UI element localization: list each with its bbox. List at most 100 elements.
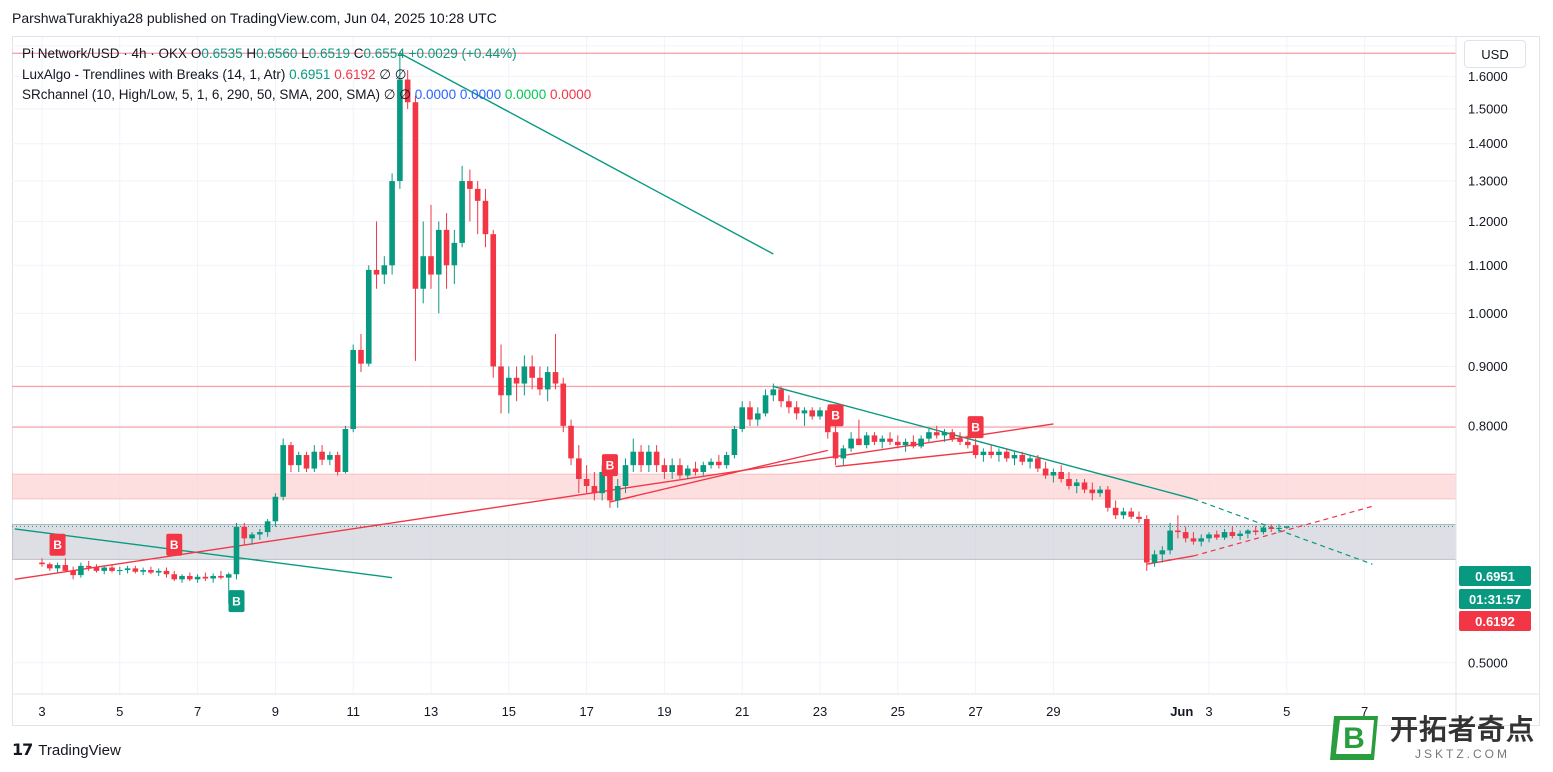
candle-body: [1229, 532, 1236, 536]
candle-body: [832, 432, 839, 459]
candle-body: [918, 438, 924, 447]
watermark-badge-icon: B: [1330, 716, 1378, 760]
candle: [638, 445, 644, 473]
candle-body: [1112, 507, 1119, 516]
x-tick-label: 23: [813, 704, 827, 719]
candle-body: [1035, 458, 1041, 469]
candle: [1213, 530, 1220, 540]
candle: [918, 435, 924, 449]
candle-body: [1011, 455, 1018, 459]
candle: [311, 445, 318, 473]
watermark-url: JSKTZ.COM: [1415, 747, 1510, 761]
candle-body: [288, 445, 294, 466]
candle: [1011, 451, 1018, 466]
candle-body: [117, 570, 123, 572]
candle-body: [202, 576, 209, 579]
candle: [1221, 528, 1228, 540]
candle: [1089, 482, 1096, 501]
candle-body: [46, 564, 53, 569]
candle-body: [179, 575, 185, 580]
candle: [381, 256, 388, 284]
candle-body: [1245, 530, 1251, 534]
candle: [117, 566, 123, 576]
indicator-value-4: 0.0000: [549, 87, 592, 102]
candle: [513, 366, 520, 402]
candle: [1198, 534, 1205, 547]
x-tick-label: 7: [1361, 704, 1368, 719]
candle: [521, 355, 528, 396]
candle: [257, 528, 263, 540]
candle: [801, 407, 808, 426]
price-tag-text: 0.6192: [1475, 614, 1515, 629]
currency-button[interactable]: USD: [1464, 40, 1526, 68]
indicator-name[interactable]: LuxAlgo - Trendlines with Breaks (14, 1,…: [22, 66, 286, 82]
candle: [537, 366, 543, 396]
candle-body: [739, 407, 745, 430]
candle: [1159, 546, 1166, 563]
candle-body: [568, 425, 574, 459]
candle: [1050, 468, 1057, 483]
support-zone: [12, 524, 1456, 560]
candle: [1167, 522, 1173, 555]
candle-body: [669, 465, 675, 473]
candle-body: [311, 451, 318, 469]
candle: [327, 451, 333, 466]
candle: [1260, 525, 1267, 535]
candle: [778, 386, 784, 408]
indicator-value-1: 0.0000: [414, 87, 457, 102]
candle: [124, 565, 131, 574]
break-label-text: B: [232, 595, 241, 609]
candle-body: [482, 200, 489, 235]
high-label: H: [246, 46, 257, 61]
candle: [435, 221, 442, 314]
candle-body: [1167, 530, 1173, 551]
candle: [871, 432, 878, 446]
watermark-name: 开拓者奇点: [1390, 714, 1536, 745]
candle: [373, 221, 380, 289]
tradingview-footer[interactable]: 𝟭𝟳 TradingView: [12, 740, 121, 760]
candle-body: [902, 441, 909, 446]
candle: [1066, 472, 1072, 490]
chart-frame[interactable]: [12, 36, 1540, 726]
symbol-label[interactable]: Pi Network/USD · 4h · OKX: [22, 46, 188, 61]
candle: [412, 95, 419, 361]
y-tick-label: 1.0000: [1468, 306, 1508, 321]
candle-body: [716, 461, 722, 466]
candle-body: [1260, 527, 1267, 533]
candle: [591, 472, 598, 501]
candle: [163, 567, 170, 578]
x-tick-label: 27: [968, 704, 982, 719]
tradingview-brand[interactable]: TradingView: [38, 741, 121, 759]
candle-body: [731, 429, 738, 456]
y-tick-label: 0.8000: [1468, 418, 1508, 433]
y-tick-label: 0.5000: [1468, 655, 1508, 670]
y-tick-label: 1.2000: [1468, 214, 1508, 229]
candle-body: [490, 234, 497, 367]
indicator-name[interactable]: SRchannel (10, High/Low, 5, 1, 6, 290, 5…: [22, 87, 380, 102]
watermark-badge-letter: B: [1343, 722, 1365, 755]
candle: [1151, 550, 1158, 567]
candle: [397, 51, 403, 189]
candle: [54, 562, 61, 573]
legend-luxalgo-row[interactable]: LuxAlgo - Trendlines with Breaks (14, 1,…: [22, 65, 591, 86]
legend-symbol-row[interactable]: Pi Network/USD · 4h · OKX O0.6535 H0.656…: [22, 44, 591, 65]
candle-body: [537, 377, 543, 390]
candle-body: [677, 465, 683, 476]
candle: [342, 425, 349, 474]
candle-body: [653, 451, 660, 466]
candle-body: [980, 451, 987, 456]
legend-srchannel-row[interactable]: SRchannel (10, High/Low, 5, 1, 6, 290, 5…: [22, 85, 591, 106]
candle-body: [334, 455, 341, 473]
close-label: C: [353, 46, 364, 61]
candle: [241, 522, 248, 545]
candle-body: [801, 410, 808, 414]
candle-body: [941, 432, 948, 436]
x-tick-label: 17: [579, 704, 593, 719]
candle-body: [1252, 530, 1259, 533]
candle-body: [218, 575, 224, 578]
candle: [350, 344, 356, 433]
candle-body: [498, 366, 504, 396]
break-label-box: [166, 533, 183, 556]
candle-body: [1073, 482, 1080, 487]
